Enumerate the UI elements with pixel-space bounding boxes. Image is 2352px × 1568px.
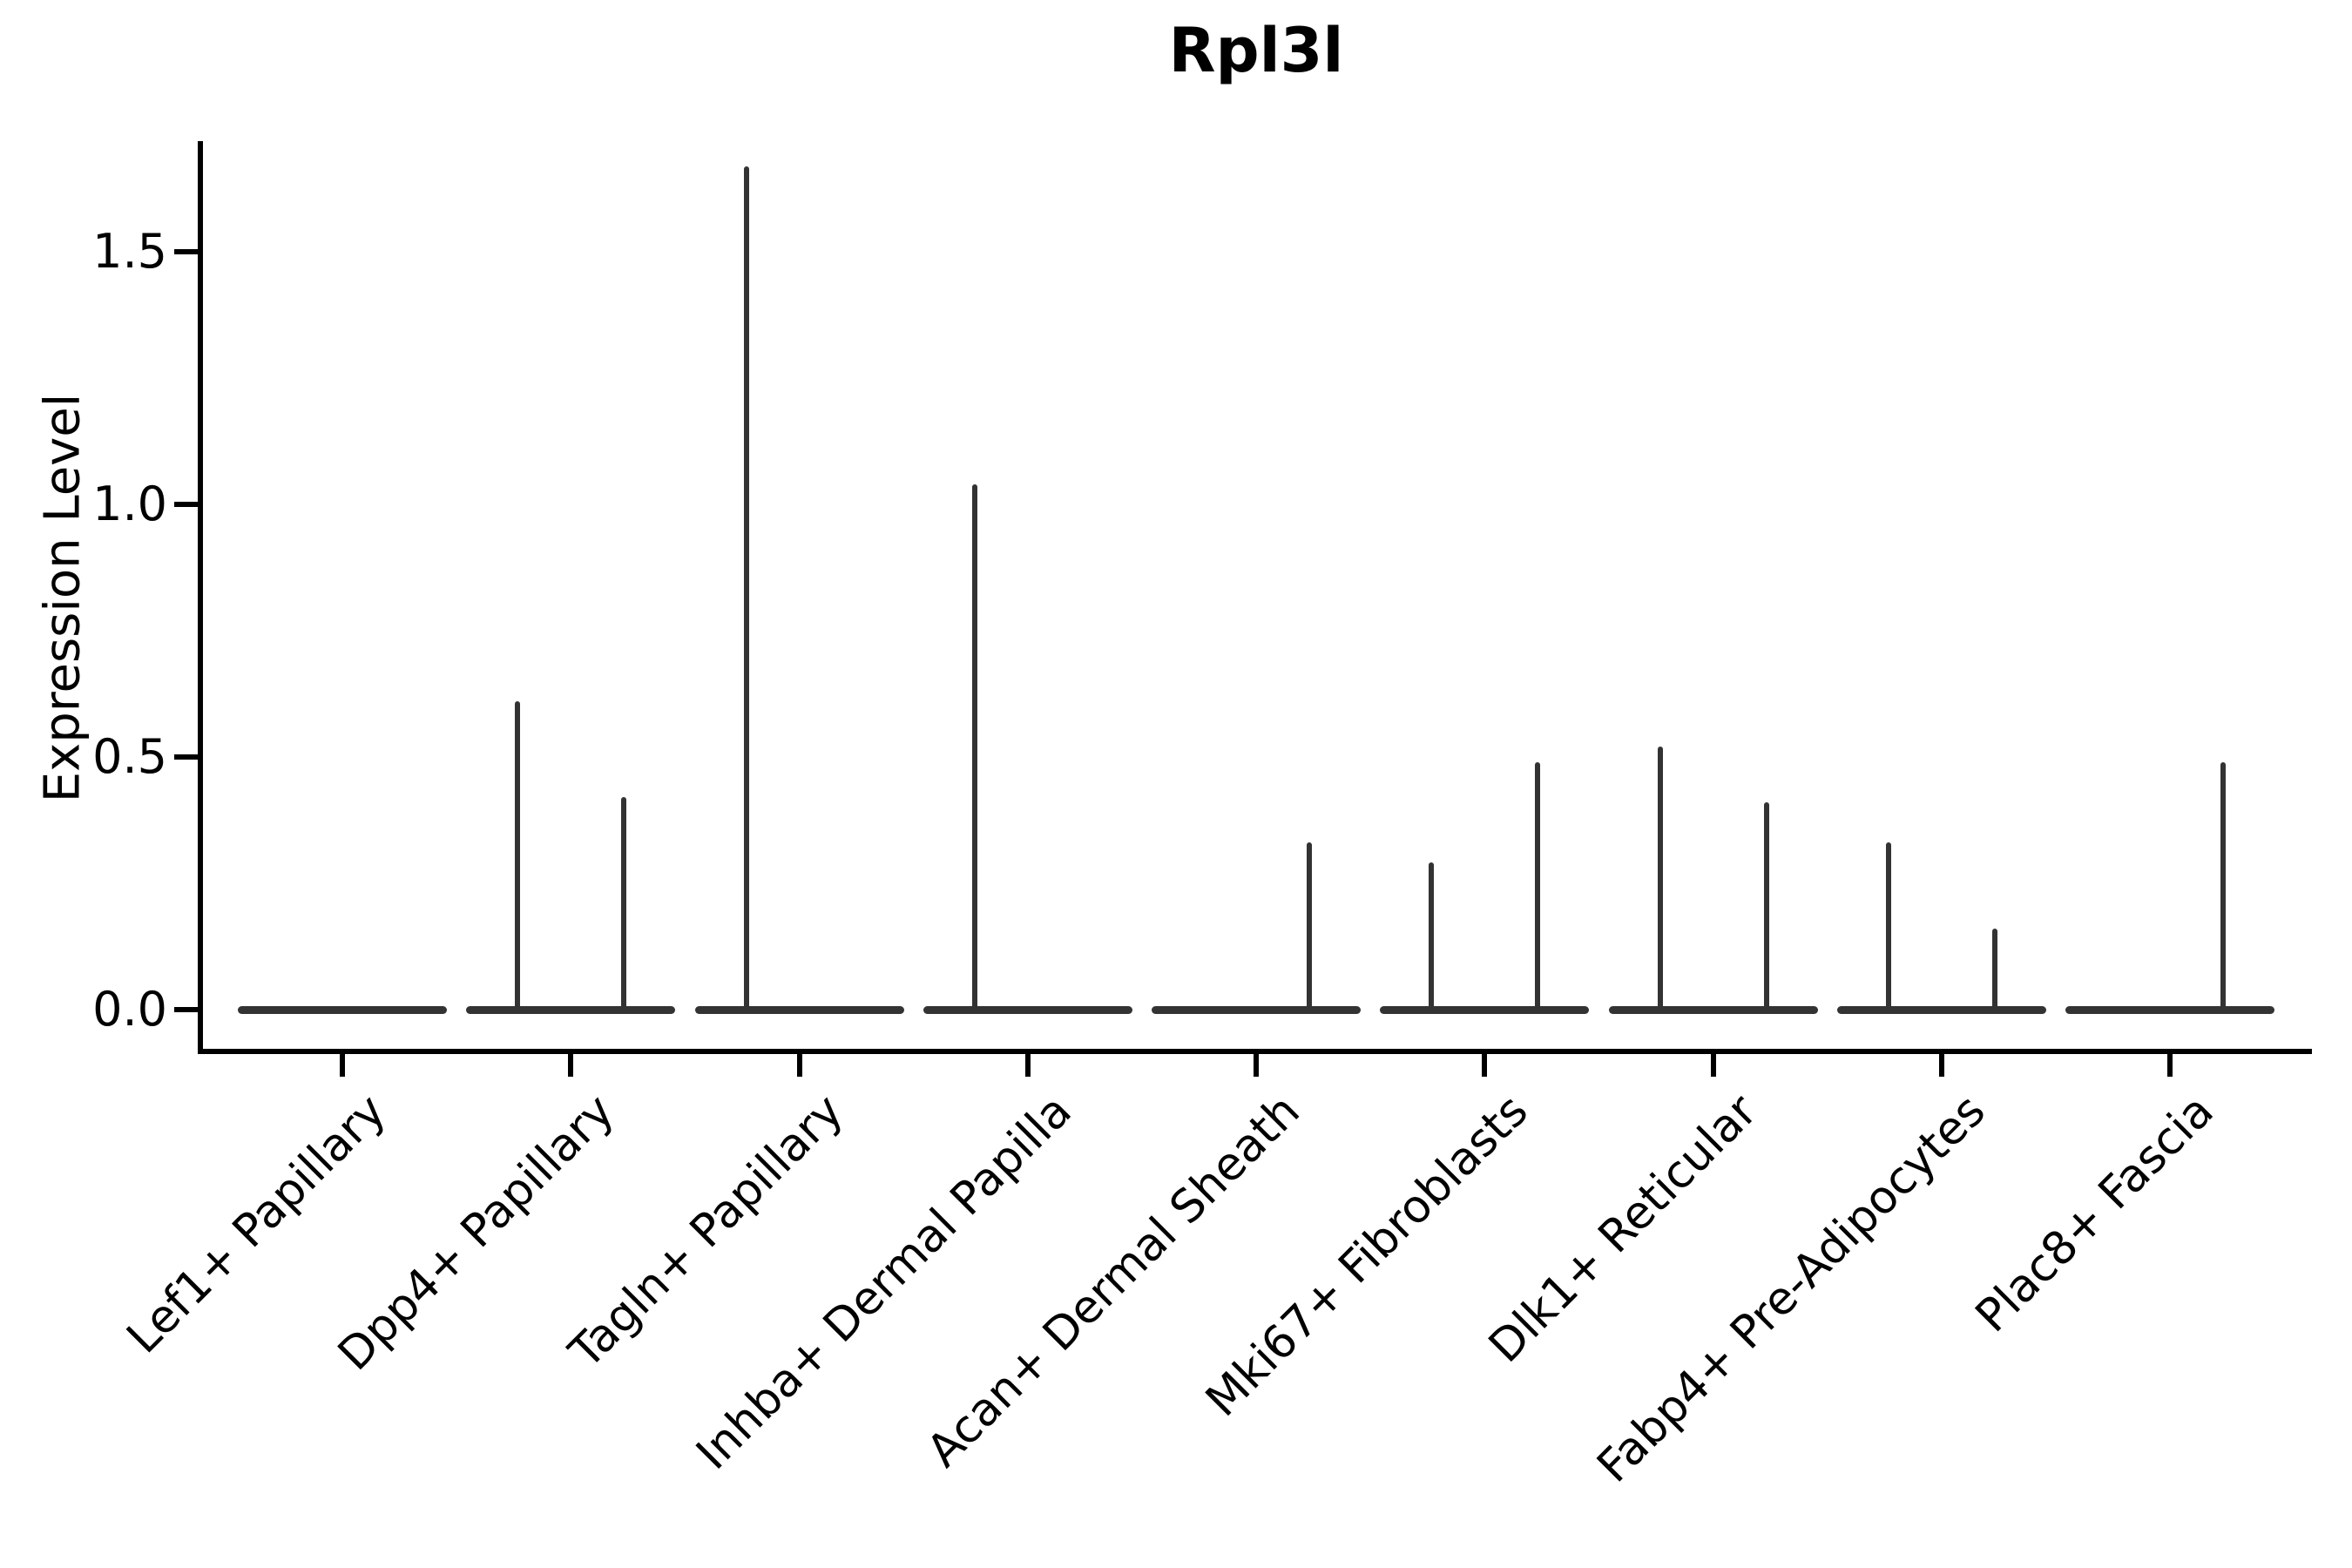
y-tick-label: 0.5 [92, 728, 167, 784]
violin-baseline [694, 1006, 904, 1014]
y-tick-mark [174, 754, 199, 760]
violin-spike [2220, 761, 2226, 1012]
violin-baseline [1380, 1006, 1590, 1014]
x-tick-mark [1024, 1054, 1031, 1077]
plot-area [198, 141, 2312, 1054]
violin-spike [1991, 928, 1997, 1012]
violin-spike [743, 166, 749, 1012]
violin-spike [1535, 761, 1541, 1012]
violin-spike [1307, 842, 1312, 1012]
violin-spike [971, 483, 977, 1012]
violin-spike [1885, 842, 1891, 1012]
y-tick-label: 1.0 [92, 476, 167, 531]
y-tick-label: 0.0 [92, 981, 167, 1037]
violin-spike [1657, 747, 1663, 1012]
y-tick-mark [174, 1006, 199, 1012]
violin-baseline [1152, 1006, 1361, 1014]
x-tick-mark [340, 1054, 345, 1077]
x-tick-mark [1254, 1054, 1259, 1077]
violin-baseline [1608, 1006, 1818, 1014]
chart-title: Rpl3l [1168, 15, 1344, 86]
y-tick-mark [174, 502, 199, 507]
x-tick-mark [2167, 1054, 2173, 1077]
violin-baseline [238, 1006, 447, 1014]
violin-baseline [923, 1006, 1132, 1014]
violin-spike [1429, 862, 1435, 1012]
violin-baseline [1836, 1006, 2046, 1014]
violin-baseline [466, 1006, 676, 1014]
x-tick-mark [568, 1054, 574, 1077]
x-tick-mark [1710, 1054, 1716, 1077]
violin-baseline [2065, 1006, 2274, 1014]
x-tick-mark [796, 1054, 802, 1077]
violin-spike [515, 701, 521, 1012]
x-tick-mark [1482, 1054, 1488, 1077]
x-tick-mark [1938, 1054, 1944, 1077]
violin-spike [621, 797, 627, 1012]
y-tick-label: 1.5 [92, 224, 167, 280]
violin-spike [1763, 801, 1769, 1012]
y-tick-mark [174, 249, 199, 255]
